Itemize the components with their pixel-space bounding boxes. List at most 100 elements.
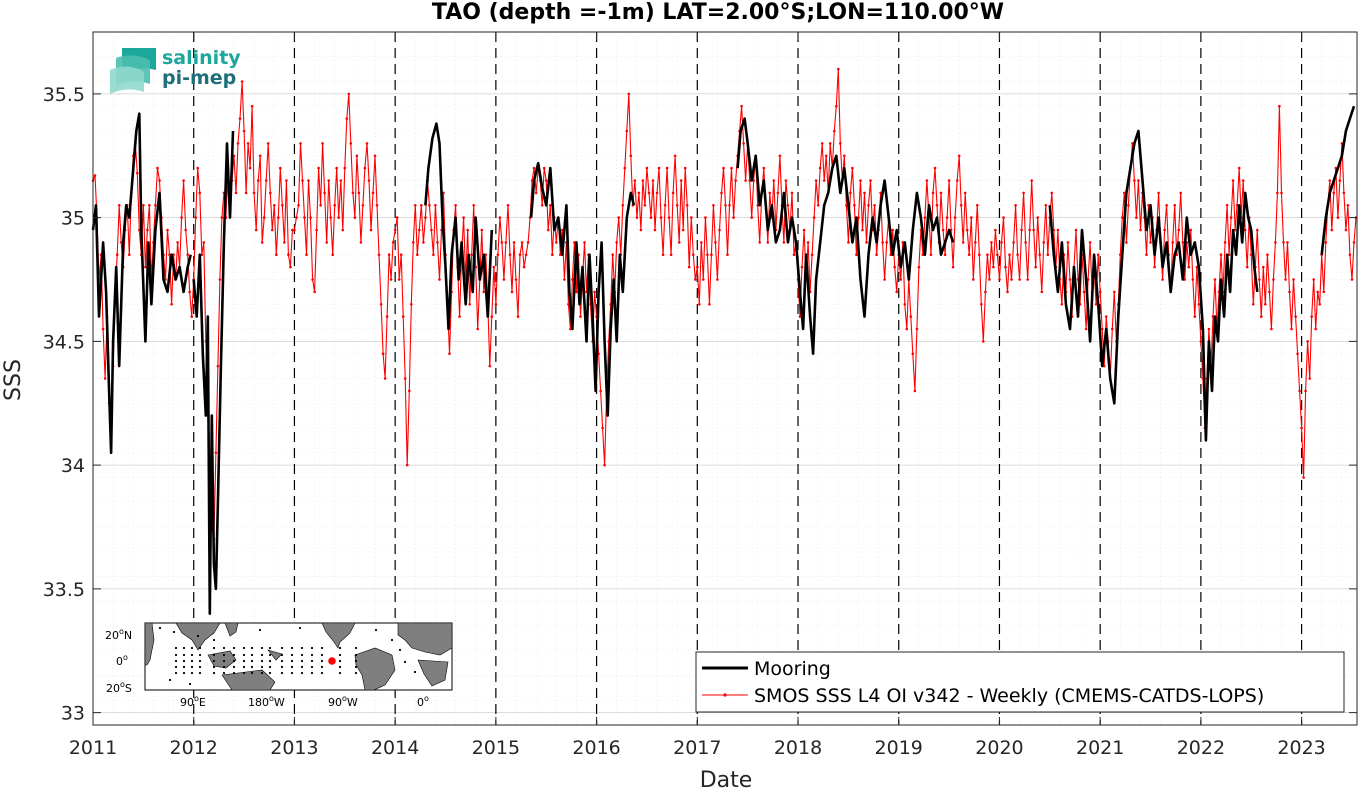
smos-data-point: [240, 80, 244, 83]
smos-data-point: [690, 216, 693, 219]
smos-data-point: [1002, 216, 1005, 219]
smos-data-point: [269, 191, 272, 195]
smos-data-point: [321, 142, 324, 145]
smos-data-point: [377, 253, 381, 256]
smos-data-point: [1302, 476, 1305, 479]
smos-data-point: [1139, 228, 1142, 232]
smos-data-point: [790, 191, 794, 195]
legend-marker-smos: [723, 693, 727, 697]
map-location-dot: [320, 665, 324, 669]
mooring-series-line: [192, 130, 235, 615]
map-location-dot: [310, 671, 314, 675]
smos-data-point: [522, 265, 526, 269]
legend-label-mooring: Mooring: [754, 658, 831, 680]
logo-line-2: pi-mep: [162, 67, 236, 89]
smos-data-point: [875, 253, 878, 256]
smos-data-point: [947, 179, 951, 182]
smos-data-point: [685, 204, 689, 207]
smos-data-point: [1213, 278, 1217, 281]
smos-data-point: [1022, 191, 1025, 195]
map-location-dot: [188, 682, 192, 686]
y-axis-label: SSS: [1, 359, 26, 401]
plot-frame: [92, 31, 1358, 726]
smos-data-point: [1008, 253, 1011, 256]
map-location-dot: [250, 659, 254, 663]
smos-data-point: [943, 253, 947, 256]
smos-data-point: [955, 179, 959, 182]
smos-data-point: [959, 204, 963, 207]
smos-data-point: [357, 191, 361, 195]
smos-data-point: [651, 179, 655, 182]
map-location-dot: [242, 646, 246, 650]
smos-data-point: [1177, 228, 1180, 232]
smos-data-point: [963, 191, 967, 195]
smos-data-point: [1121, 216, 1124, 219]
smos-data-point: [1310, 315, 1313, 318]
smos-data-point: [698, 303, 701, 306]
smos-data-point: [1014, 204, 1017, 207]
map-location-dot: [212, 653, 216, 657]
map-location-dot: [174, 671, 178, 675]
smos-data-point: [661, 253, 665, 256]
smos-data-point: [266, 142, 270, 145]
map-location-dot: [390, 638, 394, 642]
map-location-dot: [174, 653, 178, 657]
smos-data-point: [315, 228, 318, 232]
smos-data-point: [1312, 278, 1315, 281]
smos-data-point: [138, 228, 141, 232]
smos-data-point: [706, 253, 709, 256]
smos-data-point: [1060, 303, 1064, 306]
smos-data-point: [399, 253, 403, 256]
smos-data-point: [492, 265, 496, 269]
map-location-dot: [182, 646, 186, 650]
smos-data-point: [329, 216, 333, 219]
smos-data-point: [818, 166, 822, 170]
mooring-series-line: [91, 112, 192, 455]
smos-data-point: [861, 228, 864, 232]
map-location-dot: [290, 665, 294, 669]
smos-data-point: [488, 364, 492, 368]
smos-data-point: [1342, 191, 1346, 195]
smos-data-point: [506, 204, 510, 207]
smos-data-point: [782, 241, 786, 244]
map-location-dot: [338, 665, 342, 669]
smos-data-point: [951, 265, 955, 269]
smos-data-point: [1163, 228, 1166, 232]
x-tick-label: 2013: [270, 737, 318, 759]
smos-data-point: [663, 204, 667, 207]
map-location-dot: [182, 671, 186, 675]
x-tick-label: 2022: [1177, 737, 1225, 759]
smos-data-point: [1262, 265, 1265, 269]
smos-data-point: [1245, 265, 1249, 269]
smos-data-point: [1100, 327, 1104, 331]
smos-data-point: [1133, 179, 1136, 182]
smos-data-point: [462, 216, 465, 219]
smos-data-point: [1211, 315, 1215, 318]
map-location-dot: [280, 646, 284, 650]
smos-data-point: [1135, 216, 1138, 219]
smos-data-point: [168, 253, 171, 256]
smos-data-point: [1056, 228, 1060, 232]
smos-data-point: [1318, 303, 1321, 306]
smos-data-point: [571, 278, 574, 281]
smos-data-point: [792, 253, 796, 256]
smos-data-point: [798, 315, 802, 318]
smos-data-point: [327, 179, 331, 182]
wave-logo-icon: [110, 48, 156, 94]
smos-data-point: [1024, 241, 1027, 244]
smos-data-point: [561, 228, 564, 232]
smos-data-point: [279, 166, 282, 170]
smos-data-point: [283, 241, 286, 244]
smos-data-point: [414, 204, 417, 207]
legend: Mooring SMOS SSS L4 OI v342 - Weekly (CM…: [695, 651, 1345, 713]
y-tick-label: 34.5: [43, 331, 85, 353]
smos-data-point: [603, 463, 606, 467]
smos-data-point: [1256, 228, 1259, 232]
smos-data-point: [289, 265, 292, 269]
smos-data-point: [416, 253, 419, 256]
smos-data-point: [1183, 278, 1187, 281]
map-location-dot: [338, 659, 342, 663]
smos-data-point: [246, 142, 250, 145]
smos-data-point: [806, 241, 810, 244]
smos-data-point: [712, 204, 715, 207]
